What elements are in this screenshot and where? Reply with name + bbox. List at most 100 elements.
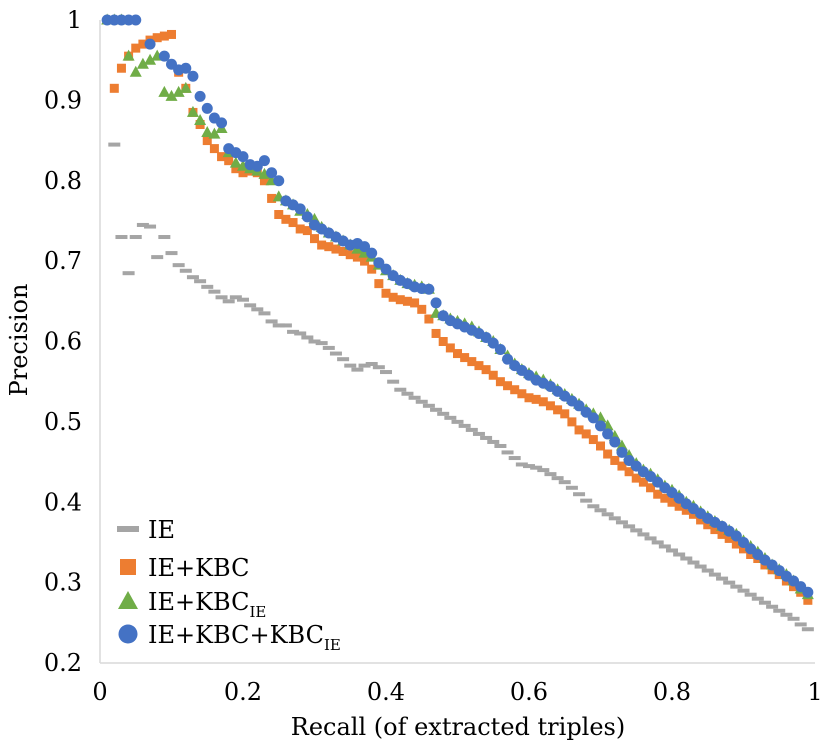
data-point [437,411,450,416]
data-point [630,528,643,533]
legend-marker [117,526,139,532]
data-point [208,127,221,139]
data-point [494,344,506,356]
data-point [508,456,521,461]
data-point [453,349,462,359]
data-point [373,257,385,269]
data-point [751,596,764,601]
data-point [365,362,378,367]
data-point [231,164,241,174]
series-ie-kbc-ie [101,13,814,600]
data-point [201,126,214,138]
data-point [510,385,520,395]
data-point [158,85,171,97]
data-point [345,250,355,260]
data-point [444,415,457,420]
data-point [723,580,736,585]
data-point [179,81,192,93]
data-point [194,113,207,125]
data-point [366,247,378,259]
data-point [237,297,249,302]
data-point [308,339,321,344]
data-point [430,297,442,309]
data-point [565,485,578,490]
data-point [287,329,300,334]
data-point [108,142,121,147]
data-point [730,584,743,589]
data-point [186,275,199,280]
legend-marker [118,591,138,609]
data-point [744,592,757,597]
data-point [588,435,598,445]
data-point [758,600,771,605]
data-point [294,331,307,336]
data-point [472,431,485,436]
data-point [710,525,720,535]
data-point [644,536,657,541]
data-point [738,536,749,548]
data-point [394,387,407,392]
data-point [109,83,119,93]
data-point [660,493,670,503]
data-point [595,420,606,432]
data-point [410,298,420,308]
data-point [558,480,571,485]
data-point [802,586,814,598]
data-point [194,90,206,102]
data-point [430,407,443,412]
data-point [494,443,507,448]
x-tick-label: 0 [92,678,107,706]
data-point [237,151,249,163]
legend-marker [118,624,138,644]
data-point [222,299,235,304]
data-point [616,446,628,458]
data-point [215,295,228,300]
data-point [638,477,648,487]
data-point [658,544,671,549]
data-point [474,361,484,371]
series-layer [101,13,814,632]
series-ie-kbc-kbc-ie [101,14,814,598]
data-point [746,549,756,559]
data-point [208,289,221,294]
data-point [651,540,664,545]
series-ie [108,142,814,632]
data-point [553,405,563,415]
data-point [167,29,176,39]
data-point [265,319,278,324]
x-tick-label: 0.8 [653,678,691,706]
data-point [594,508,607,513]
data-point [730,530,742,542]
data-point [694,564,707,569]
data-point [574,425,584,435]
data-point [136,57,149,69]
data-point [122,271,135,276]
data-point [324,242,334,252]
data-point [408,395,421,400]
data-point [344,363,357,368]
data-point [696,515,706,525]
data-point [423,283,435,295]
data-point [801,627,814,632]
data-point [503,381,513,391]
data-point [202,136,212,146]
data-point [424,314,434,324]
data-point [144,53,157,65]
data-point [217,152,227,162]
data-point [358,363,371,368]
data-point [367,264,377,274]
data-point [787,616,800,621]
x-axis-title: Recall (of extracted triples) [291,713,626,741]
data-point [646,483,656,493]
data-point [674,501,684,511]
data-point [780,612,793,617]
data-point [209,144,219,154]
data-point [151,255,164,260]
data-point [216,117,228,129]
y-tick-label: 0.3 [44,569,82,597]
data-point [380,370,392,375]
data-point [703,520,713,530]
data-point [258,311,271,316]
data-point [122,49,135,61]
data-point [187,70,199,82]
